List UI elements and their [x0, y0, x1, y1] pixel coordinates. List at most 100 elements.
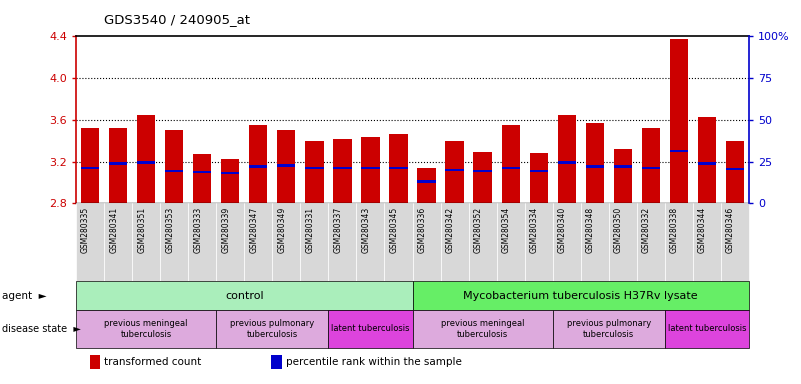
Text: GSM280339: GSM280339	[221, 207, 231, 253]
Bar	[221, 159, 239, 203]
Bar	[614, 166, 632, 168]
Bar	[698, 162, 716, 165]
Text: GSM280340: GSM280340	[557, 207, 567, 253]
Bar	[244, 203, 272, 281]
Bar	[137, 161, 155, 164]
Bar	[693, 203, 721, 281]
Bar	[557, 161, 576, 164]
Text: GSM280343: GSM280343	[361, 207, 370, 253]
Bar	[277, 130, 296, 203]
Bar	[441, 203, 469, 281]
Text: GSM280341: GSM280341	[109, 207, 119, 253]
Text: control: control	[225, 291, 264, 301]
Bar	[305, 167, 324, 169]
Bar	[333, 139, 352, 203]
Bar	[670, 150, 688, 152]
Bar	[277, 164, 296, 167]
Bar	[305, 141, 324, 203]
Text: GSM280350: GSM280350	[614, 207, 622, 253]
Bar	[272, 355, 282, 369]
Bar	[249, 166, 268, 168]
Bar	[300, 203, 328, 281]
Text: GSM280351: GSM280351	[137, 207, 146, 253]
Bar	[726, 167, 744, 170]
Bar	[333, 167, 352, 169]
Bar	[586, 123, 604, 203]
Bar	[609, 203, 637, 281]
Bar	[726, 141, 744, 203]
Text: GSM280345: GSM280345	[389, 207, 399, 253]
Bar	[529, 170, 548, 172]
Bar	[193, 154, 211, 203]
Bar	[165, 130, 183, 203]
Bar	[553, 310, 665, 348]
Text: GSM280336: GSM280336	[417, 207, 427, 253]
Text: previous pulmonary
tuberculosis: previous pulmonary tuberculosis	[230, 319, 315, 339]
Bar	[81, 128, 99, 203]
Bar	[497, 203, 525, 281]
Bar	[216, 310, 328, 348]
Text: GSM280354: GSM280354	[501, 207, 511, 253]
Bar	[328, 310, 413, 348]
Bar	[76, 203, 104, 281]
Text: GSM280335: GSM280335	[81, 207, 90, 253]
Bar	[417, 180, 436, 183]
Bar	[473, 170, 492, 172]
Text: transformed count: transformed count	[104, 357, 202, 367]
Text: previous meningeal
tuberculosis: previous meningeal tuberculosis	[104, 319, 188, 339]
Text: GSM280347: GSM280347	[249, 207, 258, 253]
Bar	[328, 203, 356, 281]
Text: GSM280346: GSM280346	[726, 207, 735, 253]
Text: GSM280342: GSM280342	[445, 207, 455, 253]
Text: GSM280331: GSM280331	[305, 207, 314, 253]
Bar	[413, 203, 441, 281]
Bar	[216, 203, 244, 281]
Text: GSM280338: GSM280338	[670, 207, 678, 253]
Text: previous pulmonary
tuberculosis: previous pulmonary tuberculosis	[566, 319, 651, 339]
Bar	[417, 168, 436, 203]
Text: agent  ►: agent ►	[2, 291, 47, 301]
Text: GSM280353: GSM280353	[165, 207, 175, 253]
Bar	[384, 203, 413, 281]
Bar	[525, 203, 553, 281]
Bar	[132, 203, 160, 281]
Bar	[413, 281, 749, 310]
Bar	[193, 171, 211, 173]
Bar	[76, 310, 216, 348]
Bar	[81, 167, 99, 169]
Bar	[361, 137, 380, 203]
Bar	[90, 355, 100, 369]
Bar	[529, 153, 548, 203]
Bar	[473, 152, 492, 203]
Bar	[109, 128, 127, 203]
Bar	[188, 203, 216, 281]
Text: GSM280344: GSM280344	[698, 207, 706, 253]
Bar	[272, 203, 300, 281]
Text: Mycobacterium tuberculosis H37Rv lysate: Mycobacterium tuberculosis H37Rv lysate	[464, 291, 698, 301]
Bar	[445, 169, 464, 171]
Bar	[109, 162, 127, 165]
Text: GDS3540 / 240905_at: GDS3540 / 240905_at	[104, 13, 250, 26]
Bar	[581, 203, 609, 281]
Text: GSM280337: GSM280337	[333, 207, 343, 253]
Bar	[665, 203, 693, 281]
Text: GSM280333: GSM280333	[193, 207, 202, 253]
Text: GSM280349: GSM280349	[277, 207, 287, 253]
Bar	[501, 125, 520, 203]
Bar	[389, 167, 408, 169]
Text: disease state  ►: disease state ►	[2, 324, 81, 334]
Bar	[413, 310, 553, 348]
Bar	[501, 167, 520, 169]
Bar	[670, 38, 688, 203]
Text: GSM280352: GSM280352	[473, 207, 482, 253]
Bar	[614, 149, 632, 203]
Text: latent tuberculosis: latent tuberculosis	[667, 324, 747, 333]
Bar	[642, 167, 660, 169]
Bar	[361, 167, 380, 169]
Bar	[356, 203, 384, 281]
Bar	[469, 203, 497, 281]
Text: latent tuberculosis: latent tuberculosis	[331, 324, 410, 333]
Bar	[642, 128, 660, 203]
Bar	[557, 115, 576, 203]
Text: GSM280334: GSM280334	[529, 207, 538, 253]
